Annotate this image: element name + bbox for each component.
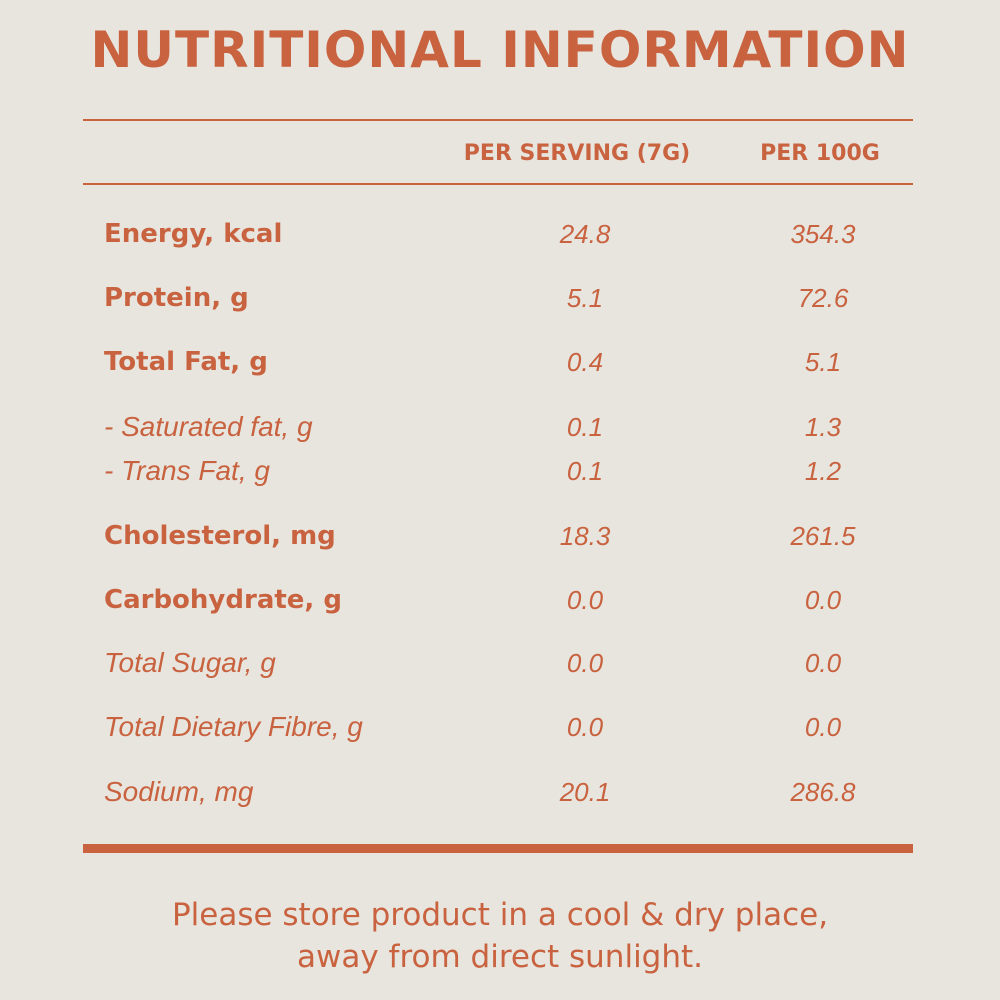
- row-label: Total Fat, g: [104, 347, 268, 377]
- row-value-per-100g: 5.1: [804, 347, 842, 377]
- row-label: Total Dietary Fibre, g: [104, 711, 363, 742]
- row-value-per-serving: 0.0: [566, 648, 604, 678]
- row-label: Cholesterol, mg: [104, 521, 336, 551]
- table-row-energy: Energy, kcal 24.8 354.3: [0, 214, 1000, 254]
- row-value-per-serving: 0.1: [566, 456, 604, 486]
- table-top-rule: [83, 119, 913, 121]
- row-value-per-100g: 354.3: [790, 219, 856, 249]
- table-bottom-rule: [83, 844, 913, 853]
- page-title: NUTRITIONAL INFORMATION: [90, 21, 910, 79]
- row-label: - Trans Fat, g: [104, 455, 270, 486]
- row-value-per-serving: 0.0: [566, 585, 604, 615]
- row-value-per-serving: 0.0: [566, 712, 604, 742]
- row-value-per-serving: 0.1: [566, 412, 604, 442]
- row-value-per-serving: 24.8: [559, 219, 611, 249]
- table-row-total-sugar: Total Sugar, g 0.0 0.0: [0, 643, 1000, 683]
- table-row-protein: Protein, g 5.1 72.6: [0, 278, 1000, 318]
- row-label: Sodium, mg: [104, 776, 254, 807]
- row-value-per-100g: 261.5: [790, 521, 856, 551]
- table-row-cholesterol: Cholesterol, mg 18.3 261.5: [0, 516, 1000, 556]
- row-value-per-serving: 18.3: [559, 521, 611, 551]
- table-row-sodium: Sodium, mg 20.1 286.8: [0, 772, 1000, 812]
- table-row-dietary-fibre: Total Dietary Fibre, g 0.0 0.0: [0, 707, 1000, 747]
- row-value-per-100g: 1.2: [804, 456, 842, 486]
- row-value-per-100g: 0.0: [804, 712, 842, 742]
- row-value-per-100g: 1.3: [804, 412, 842, 442]
- row-label: Carbohydrate, g: [104, 585, 342, 615]
- row-label: - Saturated fat, g: [104, 411, 313, 442]
- row-value-per-100g: 286.8: [790, 777, 856, 807]
- row-label: Energy, kcal: [104, 219, 283, 249]
- table-row-saturated-fat: - Saturated fat, g 0.1 1.3: [0, 407, 1000, 447]
- row-value-per-serving: 5.1: [566, 283, 604, 313]
- row-value-per-100g: 0.0: [804, 648, 842, 678]
- row-label: Total Sugar, g: [104, 647, 276, 678]
- column-header-per-100g: PER 100G: [760, 141, 880, 166]
- table-row-total-fat: Total Fat, g 0.4 5.1: [0, 342, 1000, 382]
- row-value-per-serving: 0.4: [566, 347, 604, 377]
- column-header-per-serving: PER SERVING (7G): [463, 141, 691, 166]
- header-bottom-rule: [83, 183, 913, 185]
- row-value-per-serving: 20.1: [559, 777, 611, 807]
- storage-note: Please store product in a cool & dry pla…: [0, 894, 1000, 978]
- table-row-trans-fat: - Trans Fat, g 0.1 1.2: [0, 451, 1000, 491]
- row-value-per-100g: 0.0: [804, 585, 842, 615]
- row-value-per-100g: 72.6: [797, 283, 849, 313]
- storage-note-line-1: Please store product in a cool & dry pla…: [171, 897, 829, 933]
- storage-note-line-2: away from direct sunlight.: [296, 939, 704, 975]
- table-row-carbohydrate: Carbohydrate, g 0.0 0.0: [0, 580, 1000, 620]
- row-label: Protein, g: [104, 283, 249, 313]
